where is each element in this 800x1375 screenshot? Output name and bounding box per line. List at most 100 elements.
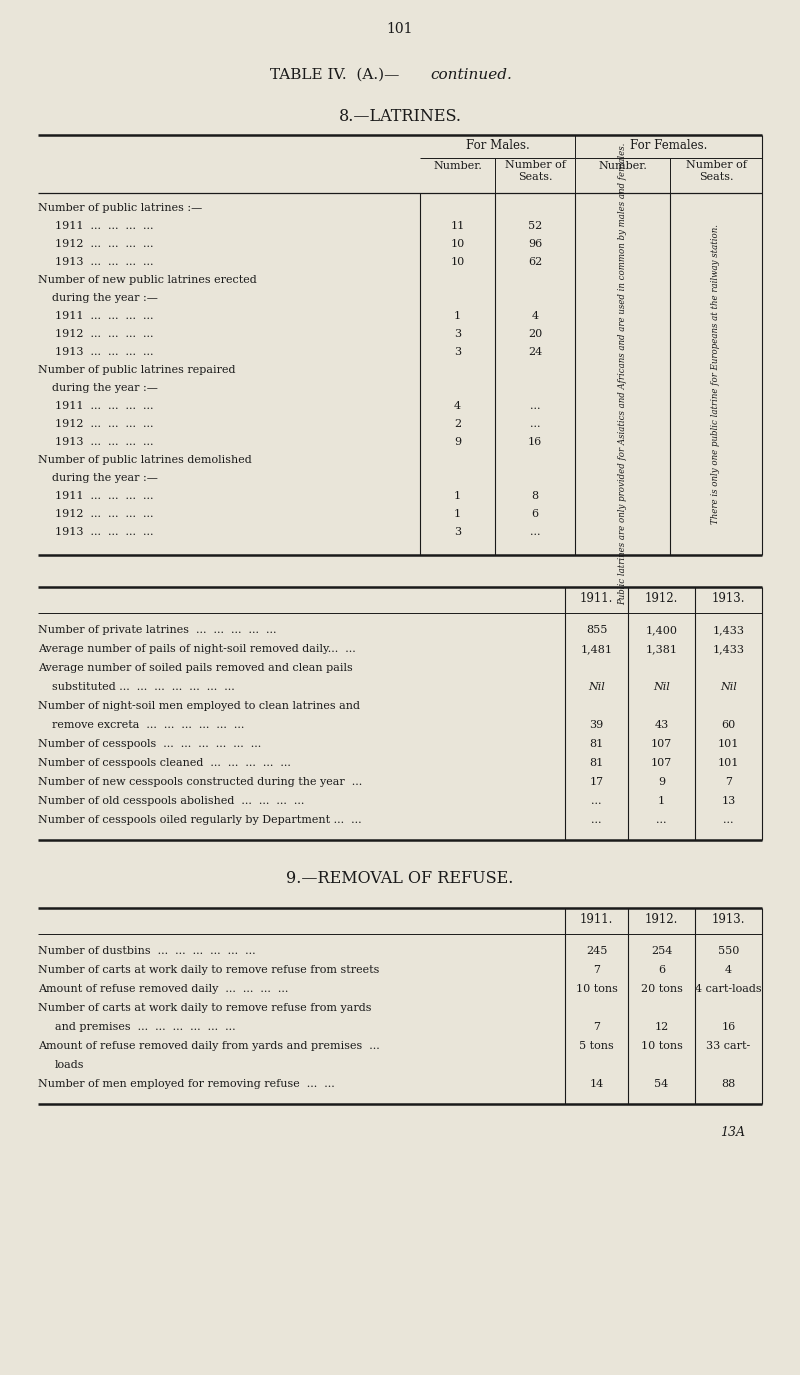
Text: 4: 4 (531, 311, 538, 320)
Text: Number of public latrines :—: Number of public latrines :— (38, 204, 202, 213)
Text: 54: 54 (654, 1079, 669, 1089)
Text: 11: 11 (450, 221, 465, 231)
Text: 1911  ...  ...  ...  ...: 1911 ... ... ... ... (55, 311, 154, 320)
Text: TABLE IV.  (A.)—: TABLE IV. (A.)— (270, 67, 399, 82)
Text: 1,433: 1,433 (713, 626, 745, 635)
Text: 17: 17 (590, 777, 603, 786)
Text: 20: 20 (528, 329, 542, 340)
Text: 1911.: 1911. (580, 913, 613, 925)
Text: 1911  ...  ...  ...  ...: 1911 ... ... ... ... (55, 221, 154, 231)
Text: Number of cesspools oiled regularly by Department ...  ...: Number of cesspools oiled regularly by D… (38, 815, 362, 825)
Text: 1913.: 1913. (712, 593, 746, 605)
Text: during the year :—: during the year :— (38, 384, 158, 393)
Text: 107: 107 (651, 738, 672, 749)
Text: ...: ... (530, 419, 540, 429)
Text: 2: 2 (454, 419, 461, 429)
Text: 107: 107 (651, 758, 672, 769)
Text: 16: 16 (722, 1022, 736, 1033)
Text: Number of
Seats.: Number of Seats. (505, 160, 566, 182)
Text: 1913  ...  ...  ...  ...: 1913 ... ... ... ... (55, 527, 154, 538)
Text: 4: 4 (725, 965, 732, 975)
Text: 9: 9 (658, 777, 665, 786)
Text: ...: ... (591, 815, 602, 825)
Text: Number of new cesspools constructed during the year  ...: Number of new cesspools constructed duri… (38, 777, 362, 786)
Text: 1913  ...  ...  ...  ...: 1913 ... ... ... ... (55, 437, 154, 447)
Text: 4: 4 (454, 402, 461, 411)
Text: 550: 550 (718, 946, 739, 956)
Text: 1: 1 (454, 509, 461, 518)
Text: 7: 7 (593, 965, 600, 975)
Text: ...: ... (723, 815, 734, 825)
Text: remove excreta  ...  ...  ...  ...  ...  ...: remove excreta ... ... ... ... ... ... (38, 720, 244, 730)
Text: Nil: Nil (720, 682, 737, 692)
Text: 1913  ...  ...  ...  ...: 1913 ... ... ... ... (55, 346, 154, 358)
Text: 62: 62 (528, 257, 542, 267)
Text: 1912  ...  ...  ...  ...: 1912 ... ... ... ... (55, 419, 154, 429)
Text: Number of
Seats.: Number of Seats. (686, 160, 746, 182)
Text: 10 tons: 10 tons (641, 1041, 682, 1050)
Text: 1911  ...  ...  ...  ...: 1911 ... ... ... ... (55, 491, 154, 500)
Text: Number of old cesspools abolished  ...  ...  ...  ...: Number of old cesspools abolished ... ..… (38, 796, 304, 806)
Text: Number of night-soil men employed to clean latrines and: Number of night-soil men employed to cle… (38, 701, 360, 711)
Text: 39: 39 (590, 720, 604, 730)
Text: 6: 6 (531, 509, 538, 518)
Text: 52: 52 (528, 221, 542, 231)
Text: 60: 60 (722, 720, 736, 730)
Text: Average number of soiled pails removed and clean pails: Average number of soiled pails removed a… (38, 663, 353, 672)
Text: Average number of pails of night-soil removed daily...  ...: Average number of pails of night-soil re… (38, 644, 356, 654)
Text: 1911.: 1911. (580, 593, 613, 605)
Text: 88: 88 (722, 1079, 736, 1089)
Text: 1911  ...  ...  ...  ...: 1911 ... ... ... ... (55, 402, 154, 411)
Text: 1,400: 1,400 (646, 626, 678, 635)
Text: 7: 7 (725, 777, 732, 786)
Text: 43: 43 (654, 720, 669, 730)
Text: Number of public latrines demolished: Number of public latrines demolished (38, 455, 252, 465)
Text: 8: 8 (531, 491, 538, 500)
Text: 5 tons: 5 tons (579, 1041, 614, 1050)
Text: Number of cesspools cleaned  ...  ...  ...  ...  ...: Number of cesspools cleaned ... ... ... … (38, 758, 291, 769)
Text: Number of new public latrines erected: Number of new public latrines erected (38, 275, 257, 285)
Text: 10: 10 (450, 257, 465, 267)
Text: during the year :—: during the year :— (38, 473, 158, 483)
Text: 1,433: 1,433 (713, 644, 745, 654)
Text: Number of cesspools  ...  ...  ...  ...  ...  ...: Number of cesspools ... ... ... ... ... … (38, 738, 262, 749)
Text: 1: 1 (658, 796, 665, 806)
Text: 1: 1 (454, 311, 461, 320)
Text: 33 cart-: 33 cart- (706, 1041, 750, 1050)
Text: ...: ... (530, 402, 540, 411)
Text: 101: 101 (386, 22, 414, 36)
Text: 3: 3 (454, 527, 461, 538)
Text: 1,481: 1,481 (581, 644, 613, 654)
Text: Public latrines are only provided for Asiatics and Africans and are used in comm: Public latrines are only provided for As… (618, 143, 627, 605)
Text: ...: ... (530, 527, 540, 538)
Text: 1,381: 1,381 (646, 644, 678, 654)
Text: 9.—REMOVAL OF REFUSE.: 9.—REMOVAL OF REFUSE. (286, 870, 514, 887)
Text: 13: 13 (722, 796, 736, 806)
Text: 10 tons: 10 tons (575, 984, 618, 994)
Text: 96: 96 (528, 239, 542, 249)
Text: 101: 101 (718, 738, 739, 749)
Text: 1912  ...  ...  ...  ...: 1912 ... ... ... ... (55, 239, 154, 249)
Text: 1912  ...  ...  ...  ...: 1912 ... ... ... ... (55, 509, 154, 518)
Text: For Females.: For Females. (630, 139, 707, 153)
Text: 101: 101 (718, 758, 739, 769)
Text: 12: 12 (654, 1022, 669, 1033)
Text: 8.—LATRINES.: 8.—LATRINES. (338, 109, 462, 125)
Text: Number of carts at work daily to remove refuse from streets: Number of carts at work daily to remove … (38, 965, 379, 975)
Text: 9: 9 (454, 437, 461, 447)
Text: 1: 1 (454, 491, 461, 500)
Text: 245: 245 (586, 946, 607, 956)
Text: 81: 81 (590, 738, 604, 749)
Text: Number of public latrines repaired: Number of public latrines repaired (38, 364, 235, 375)
Text: ...: ... (591, 796, 602, 806)
Text: 3: 3 (454, 346, 461, 358)
Text: Number of men employed for removing refuse  ...  ...: Number of men employed for removing refu… (38, 1079, 334, 1089)
Text: Amount of refuse removed daily  ...  ...  ...  ...: Amount of refuse removed daily ... ... .… (38, 984, 288, 994)
Text: loads: loads (55, 1060, 85, 1070)
Text: Number.: Number. (433, 161, 482, 170)
Text: Nil: Nil (588, 682, 605, 692)
Text: 20 tons: 20 tons (641, 984, 682, 994)
Text: 1912.: 1912. (645, 913, 678, 925)
Text: and premises  ...  ...  ...  ...  ...  ...: and premises ... ... ... ... ... ... (55, 1022, 236, 1033)
Text: 81: 81 (590, 758, 604, 769)
